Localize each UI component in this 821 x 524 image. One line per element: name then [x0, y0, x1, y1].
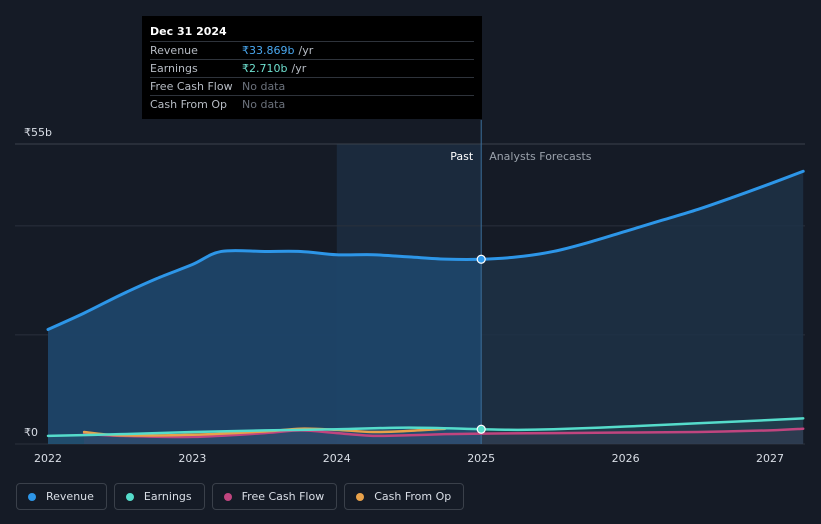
legend-dot-icon	[28, 492, 36, 501]
forecast-label: Analysts Forecasts	[489, 150, 592, 163]
x-tick-label: 2025	[467, 452, 495, 465]
tooltip-value: ₹33.869b	[242, 44, 295, 57]
tooltip-unit: /yr	[291, 62, 307, 75]
y-tick-label: ₹55b	[24, 126, 52, 139]
tooltip-value: No data	[242, 98, 286, 111]
x-tick-label: 2027	[756, 452, 784, 465]
legend-label: Cash From Op	[374, 490, 452, 503]
series-line-revenue	[46, 169, 805, 331]
y-tick-label: ₹0	[24, 426, 38, 439]
legend-dot-icon	[356, 492, 365, 501]
legend-item-free-cash-flow[interactable]: Free Cash Flow	[211, 483, 338, 510]
tooltip-row-revenue: Revenue ₹33.869b/yr	[150, 41, 474, 59]
x-tick-label: 2022	[34, 452, 62, 465]
legend-label: Free Cash Flow	[241, 490, 325, 503]
chart-legend: Revenue Earnings Free Cash Flow Cash Fro…	[16, 483, 465, 510]
legend-item-cash-from-op[interactable]: Cash From Op	[344, 483, 465, 510]
legend-item-revenue[interactable]: Revenue	[16, 483, 107, 510]
series-area	[84, 428, 804, 444]
legend-label: Revenue	[46, 490, 94, 503]
tooltip-unit: /yr	[298, 44, 314, 57]
legend-label: Earnings	[143, 490, 192, 503]
series-line-free-cash-flow	[82, 427, 805, 439]
tooltip-row-cash-from-op: Cash From Op No data	[150, 95, 474, 113]
past-label: Past	[450, 150, 474, 163]
tooltip-label: Cash From Op	[150, 98, 228, 111]
legend-item-earnings[interactable]: Earnings	[113, 483, 205, 510]
tooltip-value: ₹2.710b	[242, 62, 288, 75]
legend-dot-icon	[223, 492, 232, 501]
data-point-marker	[476, 254, 486, 264]
x-tick-label: 2026	[612, 452, 640, 465]
data-point-marker	[476, 424, 486, 434]
tooltip-row-free-cash-flow: Free Cash Flow No data	[150, 77, 474, 95]
tooltip-label: Revenue	[150, 44, 198, 57]
legend-dot-icon	[125, 492, 134, 501]
tooltip-label: Free Cash Flow	[150, 80, 233, 93]
x-tick-label: 2023	[178, 452, 206, 465]
x-tick-label: 2024	[323, 452, 351, 465]
tooltip-date: Dec 31 2024	[150, 25, 227, 38]
tooltip-value: No data	[242, 80, 286, 93]
tooltip-row-earnings: Earnings ₹2.710b/yr	[150, 59, 474, 77]
tooltip-label: Earnings	[150, 62, 198, 75]
revenue-area-past	[48, 250, 482, 444]
hover-tooltip: Dec 31 2024 Revenue ₹33.869b/yr Earnings…	[142, 16, 482, 119]
